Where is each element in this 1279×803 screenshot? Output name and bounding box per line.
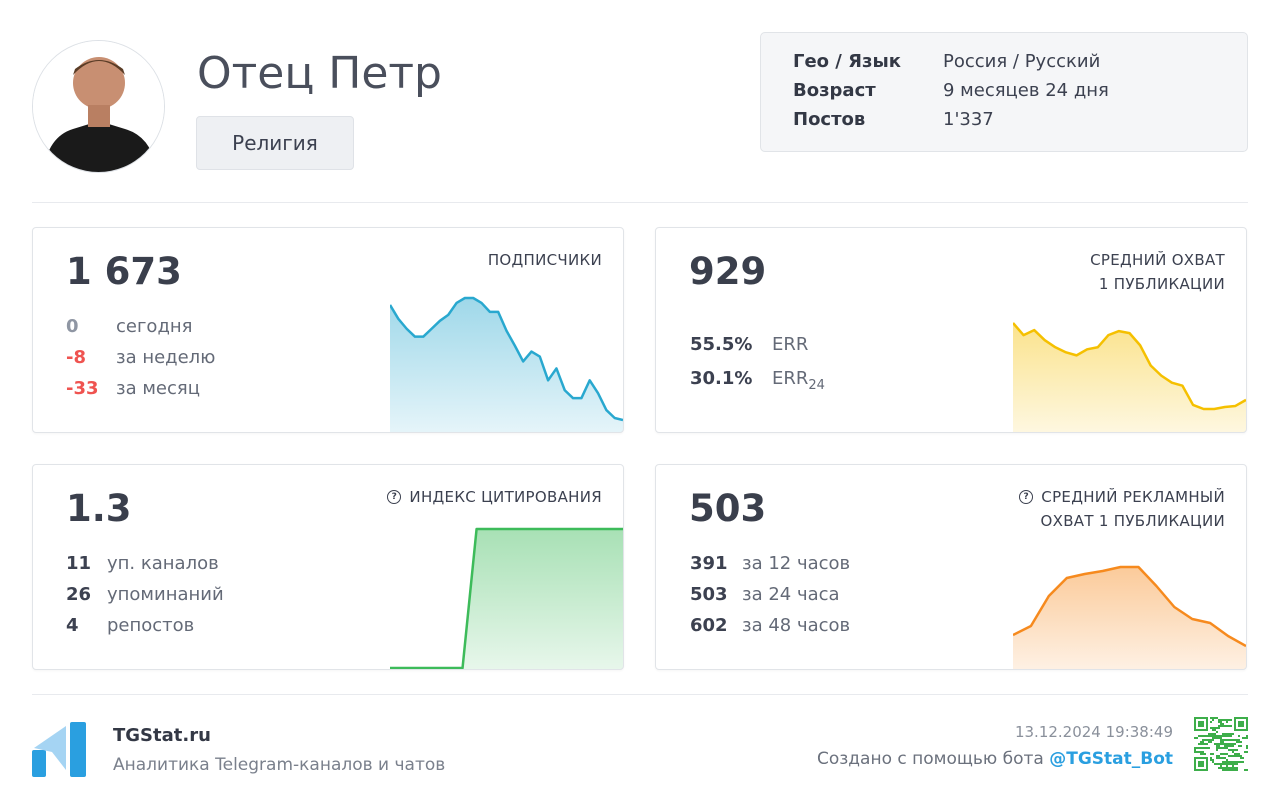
reach-sparkline bbox=[1013, 322, 1246, 432]
citation-stats: 11 уп. каналов 26 упоминаний 4 репостов bbox=[66, 553, 224, 646]
stat-label: за 48 часов bbox=[742, 615, 851, 636]
help-circle-icon[interactable]: ? bbox=[1019, 490, 1034, 504]
stat-label: за неделю bbox=[116, 347, 216, 368]
stat-label: сегодня bbox=[116, 316, 193, 337]
help-circle-icon[interactable]: ? bbox=[387, 490, 402, 504]
info-key: Возраст bbox=[793, 80, 876, 101]
reach-value: 929 bbox=[689, 250, 767, 293]
citation-card: 1.3 ? ИНДЕКС ЦИТИРОВАНИЯ 11 уп. каналов 26… bbox=[32, 464, 624, 670]
qr-code-icon bbox=[1194, 717, 1248, 771]
subscribers-card: 1 673 ПОДПИСЧИКИ 0 сегодня -8 за неделю -3… bbox=[32, 227, 624, 433]
stat-label: уп. каналов bbox=[107, 553, 219, 574]
stat-label: за 24 часа bbox=[742, 584, 840, 605]
stat-value: -8 bbox=[66, 347, 86, 368]
subscribers-line bbox=[390, 296, 623, 422]
ad-reach-area bbox=[1013, 567, 1246, 669]
stat-value: 4 bbox=[66, 615, 79, 636]
err24-value: 30.1% bbox=[690, 368, 753, 389]
ad-reach-label-line: СРЕДНИЙ РЕКЛАМНЫЙ bbox=[1041, 488, 1225, 506]
created-by-text: Создано с помощью бота bbox=[816, 749, 1044, 769]
citation-sparkline bbox=[390, 527, 623, 669]
ad-reach-line bbox=[1013, 565, 1246, 648]
created-by: Создано с помощью бота @TGStat_Bot bbox=[817, 749, 1173, 769]
err24-label: ERR bbox=[772, 368, 809, 389]
stat-value: -33 bbox=[66, 378, 99, 399]
reach-card: 929 СРЕДНИЙ ОХВАТ 1 ПУБЛИКАЦИИ 55.5% ERR 3… bbox=[655, 227, 1247, 433]
citation-value: 1.3 bbox=[66, 487, 132, 530]
stat-label: за месяц bbox=[116, 378, 200, 399]
stat-value: 26 bbox=[66, 584, 92, 605]
reach-area bbox=[1013, 323, 1246, 432]
info-value: 9 месяцев 24 дня bbox=[943, 80, 1109, 101]
stat-value: 11 bbox=[66, 553, 92, 574]
citation-label: ? ИНДЕКС ЦИТИРОВАНИЯ bbox=[387, 485, 602, 509]
subscribers-label: ПОДПИСЧИКИ bbox=[487, 251, 602, 269]
stat-value: 503 bbox=[690, 584, 728, 605]
subscribers-stats: 0 сегодня -8 за неделю -33 за месяц bbox=[66, 316, 215, 409]
citation-label-text: ИНДЕКС ЦИТИРОВАНИЯ bbox=[409, 488, 602, 506]
stat-value: 0 bbox=[66, 316, 79, 337]
ad-reach-card: 503 ? СРЕДНИЙ РЕКЛАМНЫЙ ОХВАТ 1 ПУБЛИКАЦИИ… bbox=[655, 464, 1247, 670]
timestamp: 13.12.2024 19:38:49 bbox=[1014, 723, 1173, 741]
ad-reach-label-line: ОХВАТ 1 ПУБЛИКАЦИИ bbox=[1040, 512, 1225, 530]
brand-name[interactable]: TGStat.ru bbox=[113, 725, 211, 746]
err24-subscript: 24 bbox=[808, 378, 825, 393]
stat-label: за 12 часов bbox=[742, 553, 851, 574]
reach-label-line: 1 ПУБЛИКАЦИИ bbox=[1098, 275, 1225, 293]
ad-reach-label: ? СРЕДНИЙ РЕКЛАМНЫЙ ОХВАТ 1 ПУБЛИКАЦИИ bbox=[1019, 485, 1225, 533]
reach-line bbox=[1013, 322, 1246, 411]
channel-title: Отец Петр bbox=[197, 48, 442, 99]
reach-label: СРЕДНИЙ ОХВАТ 1 ПУБЛИКАЦИИ bbox=[1090, 248, 1225, 296]
stat-label: упоминаний bbox=[107, 584, 224, 605]
citation-area bbox=[390, 529, 623, 669]
subscribers-value: 1 673 bbox=[66, 250, 182, 293]
err-label: ERR bbox=[772, 334, 809, 355]
info-key: Гео / Язык bbox=[793, 51, 901, 72]
info-value: Россия / Русский bbox=[943, 51, 1101, 72]
bot-link[interactable]: @TGStat_Bot bbox=[1049, 749, 1173, 769]
divider bbox=[32, 694, 1248, 695]
channel-avatar bbox=[32, 40, 165, 173]
ad-reach-sparkline bbox=[1013, 565, 1246, 669]
stat-label: репостов bbox=[107, 615, 195, 636]
reach-label-line: СРЕДНИЙ ОХВАТ bbox=[1090, 251, 1225, 269]
info-value: 1'337 bbox=[943, 109, 994, 130]
info-key: Постов bbox=[793, 109, 866, 130]
brand-tagline: Аналитика Telegram-каналов и чатов bbox=[113, 755, 446, 775]
stat-value: 391 bbox=[690, 553, 728, 574]
err-stats: 55.5% ERR 30.1% ERR 24 bbox=[690, 334, 825, 399]
ad-reach-stats: 391 за 12 часов 503 за 24 часа 602 за 48 ча… bbox=[690, 553, 850, 646]
citation-line bbox=[390, 527, 623, 669]
subscribers-sparkline bbox=[390, 296, 623, 432]
tgstat-logo-icon bbox=[32, 722, 86, 777]
stat-value: 602 bbox=[690, 615, 728, 636]
ad-reach-value: 503 bbox=[689, 487, 767, 530]
category-badge[interactable]: Религия bbox=[196, 116, 354, 170]
divider bbox=[32, 202, 1248, 203]
channel-info-panel: Гео / Язык Россия / Русский Возраст 9 меся… bbox=[760, 32, 1248, 152]
subscribers-area bbox=[390, 298, 623, 432]
err-value: 55.5% bbox=[690, 334, 753, 355]
